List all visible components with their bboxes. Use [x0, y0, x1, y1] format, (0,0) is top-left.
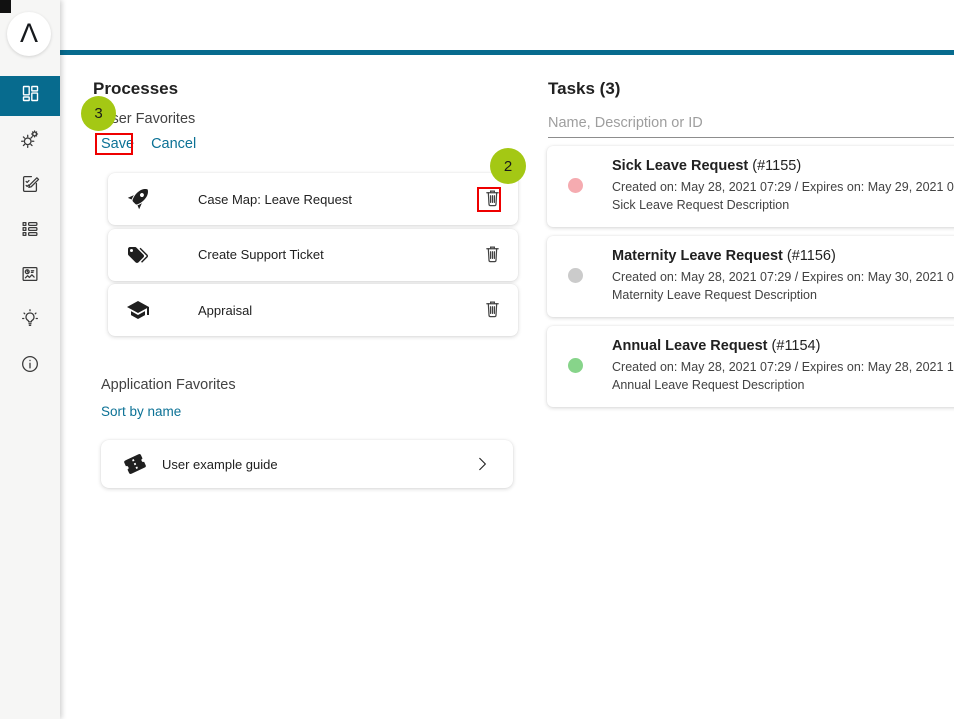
task-title: Annual Leave Request (#1154) — [612, 337, 954, 356]
favorite-label: Create Support Ticket — [198, 247, 324, 262]
document-edit-icon — [19, 173, 41, 200]
application-favorites-label: Application Favorites — [101, 377, 236, 393]
graduation-cap-icon — [126, 298, 150, 322]
task-description: Sick Leave Request Description — [612, 198, 790, 212]
rocket-icon — [126, 187, 150, 211]
trash-icon — [484, 299, 501, 321]
task-text: Maternity Leave Request (#1156) Created … — [612, 247, 954, 304]
chevron-right-icon — [473, 455, 491, 473]
task-list: Sick Leave Request (#1155) Created on: M… — [547, 146, 954, 407]
ticket-icon — [124, 453, 146, 475]
sidebar-item-dashboard[interactable] — [0, 76, 60, 116]
info-icon — [19, 353, 41, 380]
priority-dot — [568, 178, 583, 193]
trash-icon — [484, 188, 501, 210]
task-id: (#1156) — [786, 248, 836, 264]
user-favorites-label: User Favorites — [101, 111, 196, 127]
app-logo[interactable]: Λ — [7, 12, 51, 56]
annotation-step-2-badge: 2 — [490, 148, 526, 184]
annotation-step-3-badge: 3 — [81, 96, 116, 131]
priority-dot — [568, 358, 583, 373]
sidebar-item-settings[interactable] — [0, 121, 60, 161]
favorite-row-appraisal[interactable]: Appraisal — [108, 284, 518, 336]
sidebar-item-list[interactable] — [0, 211, 60, 251]
settings-gears-icon — [19, 128, 41, 155]
delete-favorite-button[interactable] — [479, 186, 505, 212]
task-search-input[interactable] — [548, 108, 954, 138]
task-name: Annual Leave Request — [612, 338, 768, 354]
delete-favorite-button[interactable] — [479, 297, 505, 323]
logo-lambda-glyph: Λ — [19, 17, 39, 48]
task-dates: Created on: May 28, 2021 07:29 / Expires… — [612, 360, 954, 374]
list-icon — [19, 218, 41, 245]
task-name: Sick Leave Request — [612, 158, 749, 174]
favorite-row-support-ticket[interactable]: Create Support Ticket — [108, 228, 518, 281]
user-favorites-list: Case Map: Leave Request Create Support T… — [108, 173, 518, 336]
task-description: Annual Leave Request Description — [612, 378, 805, 392]
processes-title: Processes — [93, 79, 179, 98]
delete-favorite-button[interactable] — [479, 242, 505, 268]
favorite-label: Case Map: Leave Request — [198, 191, 352, 207]
task-row-maternity-leave[interactable]: Maternity Leave Request (#1156) Created … — [547, 236, 954, 317]
favorite-row-case-map[interactable]: Case Map: Leave Request — [108, 173, 518, 225]
trash-icon — [484, 244, 501, 266]
dashboard-icon — [20, 83, 41, 109]
favorites-actions: Save Cancel — [101, 136, 196, 152]
sort-by-name-link[interactable]: Sort by name — [101, 404, 182, 419]
sidebar-item-forms[interactable] — [0, 166, 60, 206]
task-description: Maternity Leave Request Description — [612, 288, 817, 302]
task-text: Annual Leave Request (#1154) Created on:… — [612, 337, 954, 394]
sidebar-item-monitor[interactable] — [0, 256, 60, 296]
task-row-sick-leave[interactable]: Sick Leave Request (#1155) Created on: M… — [547, 146, 954, 227]
save-button[interactable]: Save — [101, 136, 135, 152]
task-row-annual-leave[interactable]: Annual Leave Request (#1154) Created on:… — [547, 326, 954, 407]
lightbulb-icon — [19, 308, 41, 335]
task-name: Maternity Leave Request — [612, 248, 783, 264]
task-id: (#1155) — [752, 158, 802, 174]
task-title: Sick Leave Request (#1155) — [612, 157, 954, 176]
task-id: (#1154) — [771, 338, 821, 354]
accent-bar — [60, 50, 954, 55]
corner-block — [0, 0, 11, 13]
cancel-button[interactable]: Cancel — [151, 136, 197, 152]
tasks-title: Tasks (3) — [548, 79, 621, 98]
sidebar-item-info[interactable] — [0, 346, 60, 386]
task-dates: Created on: May 28, 2021 07:29 / Expires… — [612, 270, 954, 284]
tags-icon — [126, 243, 150, 267]
task-dates: Created on: May 28, 2021 07:29 / Expires… — [612, 180, 954, 194]
sidebar-item-ideas[interactable] — [0, 301, 60, 341]
sidebar: Λ — [0, 0, 60, 719]
monitor-chart-icon — [19, 263, 41, 290]
task-title: Maternity Leave Request (#1156) — [612, 247, 954, 266]
application-favorite-label: User example guide — [162, 456, 278, 472]
task-text: Sick Leave Request (#1155) Created on: M… — [612, 157, 954, 214]
priority-dot — [568, 268, 583, 283]
favorite-label: Appraisal — [198, 302, 253, 318]
application-favorite-row-guide[interactable]: User example guide — [101, 440, 513, 488]
